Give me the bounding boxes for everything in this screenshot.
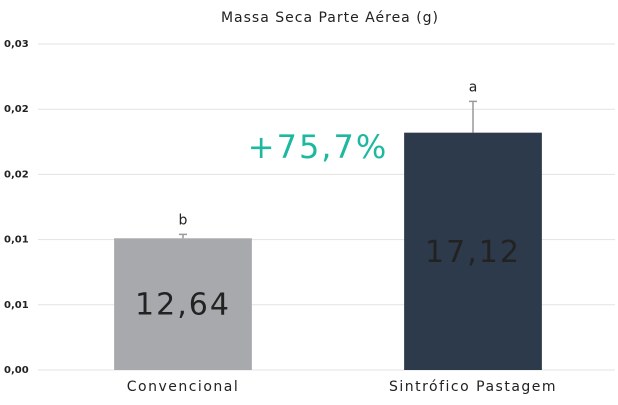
bar — [114, 238, 252, 370]
x-tick-label: Convencional — [127, 379, 239, 395]
y-tick-label: 0,01 — [4, 300, 29, 311]
bar-text: 17,12 — [425, 235, 521, 270]
y-tick-label: 0,03 — [4, 39, 29, 50]
y-tick-label: 0,02 — [4, 104, 29, 115]
bar — [404, 132, 542, 370]
significance-letter: a — [469, 79, 478, 95]
y-tick-label: 0,01 — [4, 235, 29, 246]
bar-text: 12,64 — [135, 288, 231, 323]
x-tick-label: Sintrófico Pastagem — [389, 379, 557, 395]
y-tick-label: 0,02 — [4, 169, 29, 180]
y-tick-label: 0,00 — [4, 365, 29, 376]
annotation: +75,7% — [248, 128, 388, 166]
chart-title: Massa Seca Parte Aérea (g) — [221, 10, 439, 26]
significance-letter: b — [179, 212, 188, 228]
